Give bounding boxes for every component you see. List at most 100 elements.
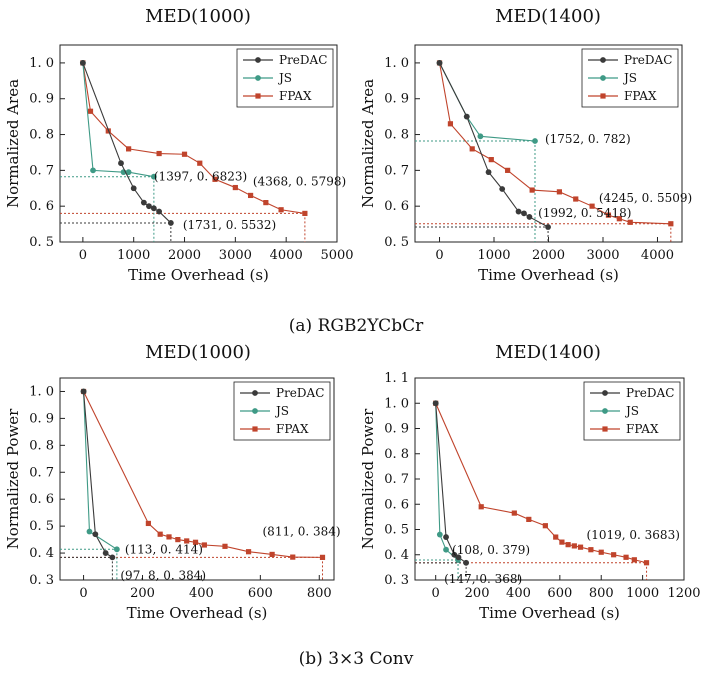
chart-rgb2ycbcr-med1000: MED(1000) 0 1000 2000 3000 4000 5000 0. 5 0. 6 0.… <box>4 6 354 284</box>
data-point-predac <box>436 60 443 66</box>
data-point-fpax <box>571 543 577 549</box>
data-point-fpax <box>556 189 562 195</box>
y-axis-label: Normalized Power <box>359 408 377 549</box>
data-point-js <box>86 528 93 535</box>
data-point-js <box>477 133 484 140</box>
data-point-predac <box>545 224 551 230</box>
legend-box <box>583 381 681 441</box>
legend-marker-predac <box>255 57 261 63</box>
legend-marker-js <box>255 75 261 81</box>
legend-marker-fpax <box>602 426 608 432</box>
x-tick-label: 1200 <box>667 586 700 601</box>
series-line-fpax <box>435 403 647 564</box>
data-point-fpax <box>505 167 511 173</box>
x-tick-label: 600 <box>248 586 273 601</box>
y-tick-label: 0. 6 <box>384 199 409 214</box>
legend-label-predac: PreDAC <box>626 386 674 400</box>
y-axis-label: Normalized Area <box>359 79 377 208</box>
legend-label-js: JS <box>277 71 292 85</box>
data-point-fpax <box>588 547 594 553</box>
annotation-label: (1397, 0. 6823) <box>154 170 247 184</box>
data-point-predac <box>526 214 533 220</box>
legend-marker-fpax <box>600 93 606 99</box>
data-point-fpax <box>222 543 228 549</box>
data-point-predac <box>463 113 470 120</box>
data-point-fpax <box>565 542 571 548</box>
y-tick-label: 1. 0 <box>384 396 409 411</box>
data-point-fpax <box>201 542 207 548</box>
y-axis-label: Normalized Area <box>4 79 22 208</box>
plot-frame <box>59 44 338 243</box>
y-tick-label: 0. 6 <box>29 492 54 507</box>
legend-label-fpax: FPAX <box>626 422 659 436</box>
y-tick-label: 0. 4 <box>29 546 54 561</box>
x-tick-label: 400 <box>506 586 531 601</box>
annotation-label: (113, 0. 414) <box>125 542 203 556</box>
annotation-label: (1019, 0. 3683) <box>587 528 680 542</box>
legend-marker-js <box>252 408 258 414</box>
y-tick-label: 0. 3 <box>29 573 54 588</box>
data-point-fpax <box>668 221 674 227</box>
y-tick-label: 0. 9 <box>29 411 54 426</box>
y-tick-label: 0. 8 <box>29 128 54 143</box>
x-tick-label: 0 <box>79 586 87 601</box>
x-axis-label: Time Overhead (s) <box>478 266 619 284</box>
legend-label-js: JS <box>274 404 289 418</box>
data-point-fpax <box>553 534 559 540</box>
series-line-predac <box>82 62 172 224</box>
data-point-fpax <box>245 549 252 555</box>
data-point-js <box>113 546 120 553</box>
x-tick-label: 200 <box>465 586 490 601</box>
data-point-fpax <box>529 187 535 193</box>
x-tick-label: 5000 <box>320 248 353 263</box>
data-point-fpax <box>577 544 584 550</box>
y-tick-label: 0. 3 <box>384 573 409 588</box>
data-point-fpax <box>192 539 199 545</box>
chart-title: MED(1400) <box>495 342 601 363</box>
data-point-fpax <box>247 192 254 199</box>
x-tick-label: 400 <box>189 586 214 601</box>
data-point-fpax <box>526 516 532 522</box>
y-tick-label: 0. 7 <box>384 472 409 487</box>
x-tick-label: 3000 <box>586 248 619 263</box>
data-point-predac <box>79 60 86 66</box>
data-point-fpax <box>605 212 612 218</box>
annotation-label: (1731, 0. 5532) <box>183 218 276 232</box>
data-point-js <box>443 546 449 553</box>
legend-label-fpax: FPAX <box>279 89 312 103</box>
legend-label-js: JS <box>624 404 639 418</box>
x-tick-label: 0 <box>79 248 87 263</box>
y-tick-label: 0. 5 <box>29 235 54 250</box>
chart-title: MED(1000) <box>145 342 251 363</box>
x-axis-label: Time Overhead (s) <box>479 604 620 622</box>
annotation-label: (97. 8, 0. 384) <box>120 568 206 582</box>
x-tick-label: 1000 <box>626 586 659 601</box>
x-tick-label: 3000 <box>219 248 252 263</box>
y-tick-label: 0. 9 <box>384 422 409 437</box>
data-point-fpax <box>290 554 296 560</box>
data-point-fpax <box>573 196 579 202</box>
data-point-fpax <box>157 531 163 537</box>
legend-label-fpax: FPAX <box>276 422 309 436</box>
data-point-predac <box>432 400 439 407</box>
data-point-fpax <box>623 554 629 560</box>
data-point-predac <box>167 220 174 226</box>
data-point-fpax <box>175 537 181 543</box>
data-point-predac <box>156 208 163 215</box>
x-tick-label: 2000 <box>532 248 565 263</box>
legend: PreDAC JS FPAX <box>581 48 679 108</box>
data-point-fpax <box>469 146 475 152</box>
y-tick-label: 1. 0 <box>29 384 54 399</box>
x-tick-label: 4000 <box>641 248 674 263</box>
data-point-predac <box>102 550 109 556</box>
data-point-fpax <box>302 210 308 217</box>
series-line-predac <box>435 403 467 564</box>
y-tick-label: 0. 8 <box>384 128 409 143</box>
data-point-predac <box>443 534 449 540</box>
annotation-label: (1992, 0. 5418) <box>538 206 631 220</box>
y-tick-label: 0. 5 <box>384 235 409 250</box>
y-tick-label: 0. 7 <box>29 163 54 178</box>
legend-label-fpax: FPAX <box>624 89 657 103</box>
data-point-predac <box>499 186 506 192</box>
chart-rgb2ycbcr-med1400: MED(1400) 0 1000 2000 3000 4000 0. 5 0. 6 0. 7 0.… <box>359 6 692 284</box>
